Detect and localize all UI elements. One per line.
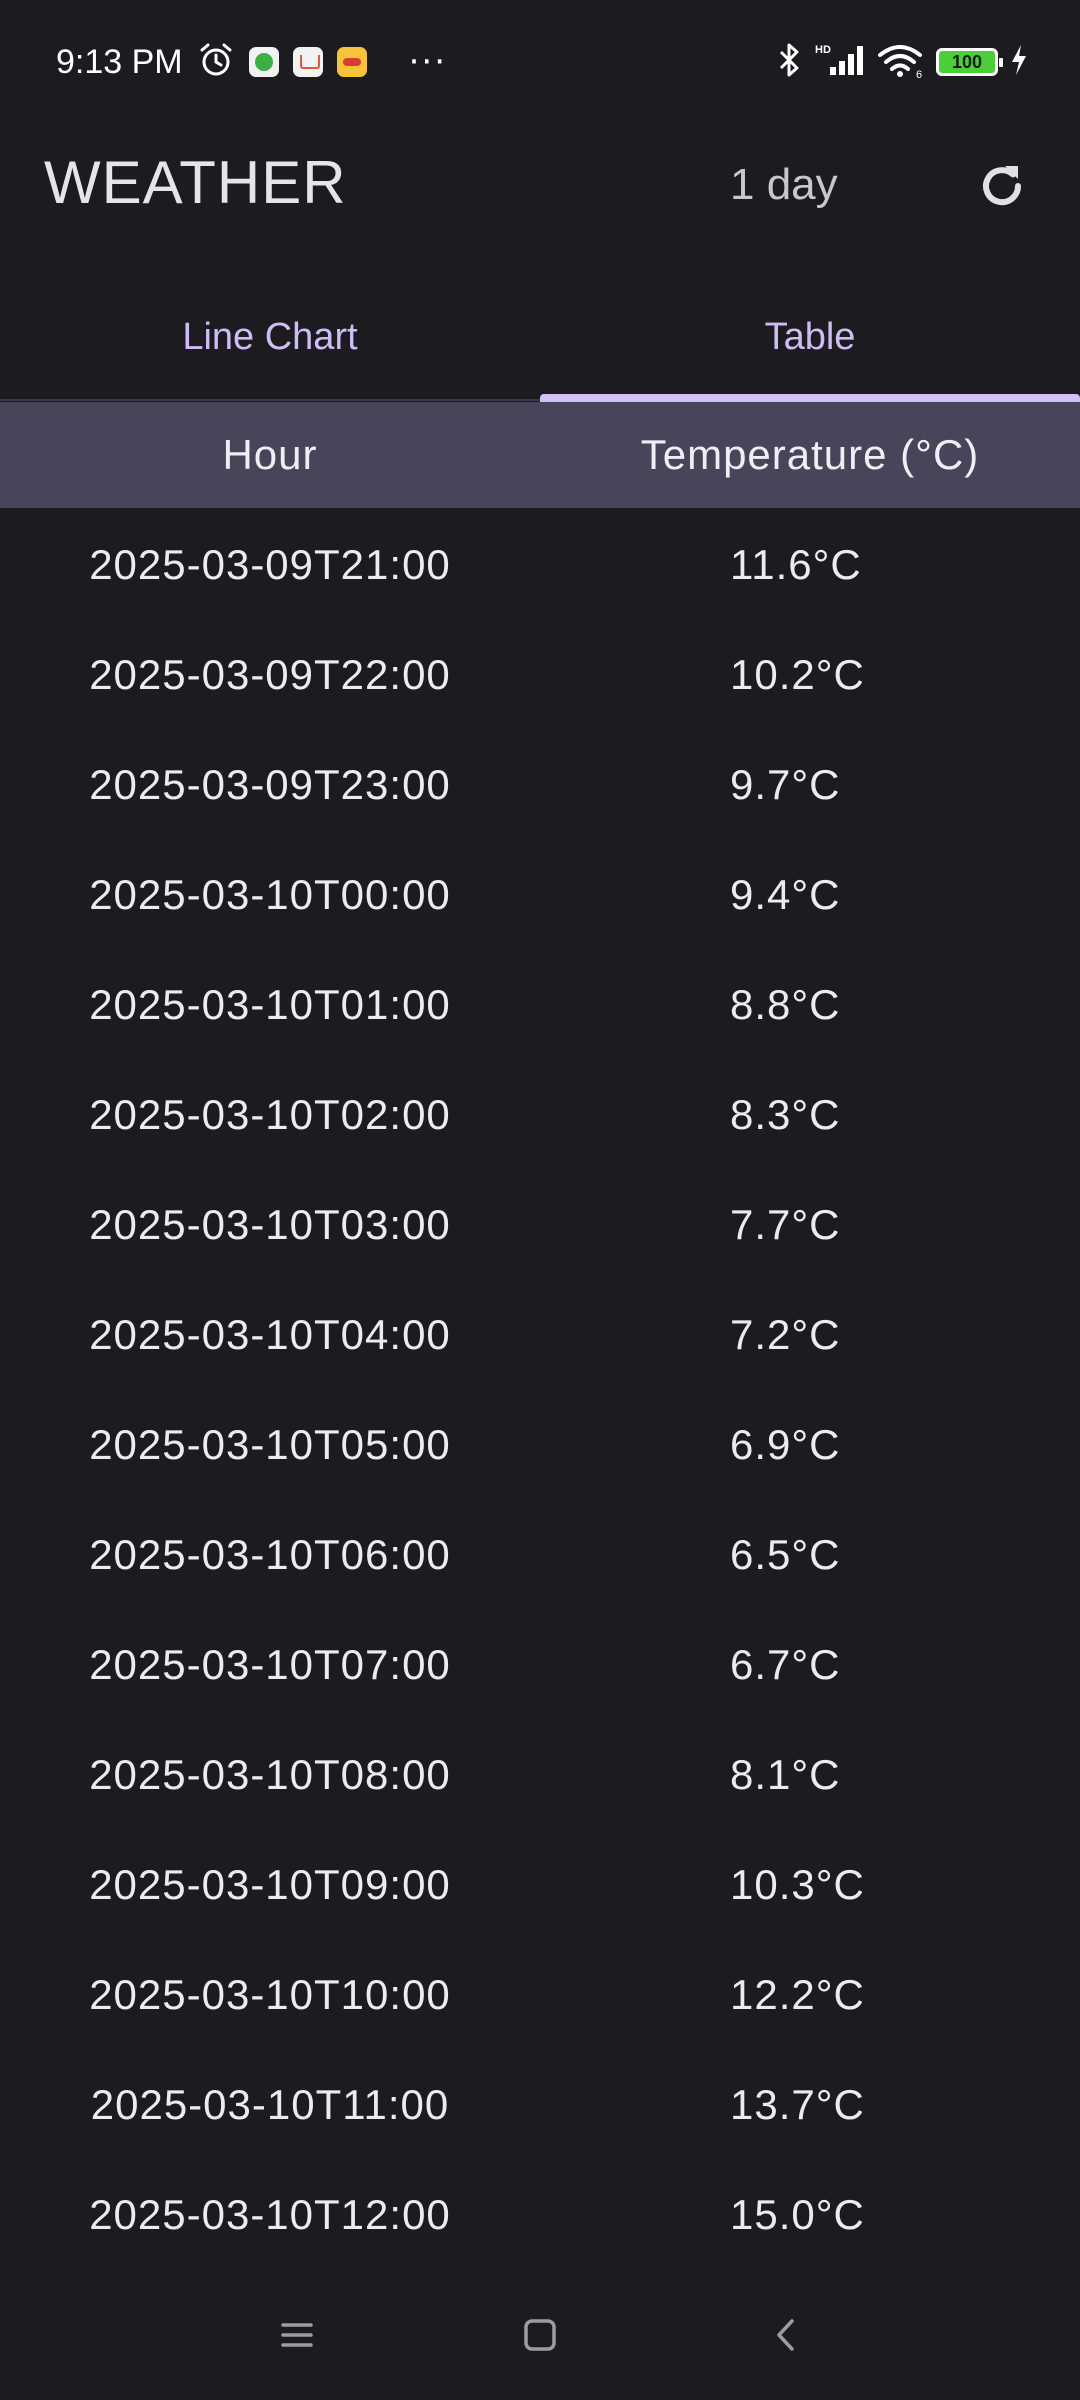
table-row: 2025-03-10T03:00 7.7°C <box>0 1170 1080 1280</box>
table-row: 2025-03-10T07:00 6.7°C <box>0 1610 1080 1720</box>
charging-icon <box>1008 43 1030 81</box>
hour-cell: 2025-03-10T12:00 <box>89 2191 451 2238</box>
notification-app-green-icon <box>248 47 279 77</box>
temperature-cell: 8.3°C <box>730 1091 841 1138</box>
temperature-cell: 15.0°C <box>730 2191 865 2238</box>
table-row: 2025-03-10T12:00 15.0°C <box>0 2160 1080 2270</box>
back-icon <box>777 2319 794 2351</box>
hour-cell: 2025-03-10T07:00 <box>89 1641 451 1688</box>
temperature-cell: 6.9°C <box>730 1421 841 1468</box>
notification-shopping-icon <box>292 47 323 77</box>
temperature-cell: 11.6°C <box>730 541 862 588</box>
range-select[interactable]: 1 day <box>730 160 838 209</box>
notification-food-icon <box>336 47 367 77</box>
hour-cell: 2025-03-10T01:00 <box>89 981 451 1028</box>
table-row: 2025-03-09T22:00 10.2°C <box>0 620 1080 730</box>
table-row: 2025-03-10T01:00 8.8°C <box>0 950 1080 1060</box>
temperature-cell: 12.2°C <box>730 1971 865 2018</box>
wifi-icon: 6 <box>876 41 926 83</box>
temperature-cell: 7.2°C <box>730 1311 841 1358</box>
refresh-button[interactable] <box>972 156 1032 216</box>
table-row: 2025-03-10T09:00 10.3°C <box>0 1830 1080 1940</box>
status-bar-left: 9:13 PM ··· <box>56 41 447 83</box>
hour-cell: 2025-03-10T10:00 <box>89 1971 451 2018</box>
tab-selected-indicator <box>540 394 1080 402</box>
hour-cell: 2025-03-09T23:00 <box>89 761 451 808</box>
temperature-cell: 8.1°C <box>730 1751 841 1798</box>
hour-cell: 2025-03-10T00:00 <box>89 871 451 918</box>
menu-icon <box>281 2323 313 2347</box>
alarm-icon <box>197 41 235 83</box>
temperature-cell: 7.7°C <box>730 1201 841 1248</box>
temperature-cell: 9.4°C <box>730 871 841 918</box>
app-bar: WEATHER 1 day <box>0 124 1080 248</box>
hour-cell: 2025-03-10T06:00 <box>89 1531 451 1578</box>
menu-button[interactable] <box>272 2310 322 2360</box>
app-title: WEATHER <box>44 149 347 216</box>
table-row: 2025-03-10T04:00 7.2°C <box>0 1280 1080 1390</box>
column-header-hour: Hour <box>222 431 318 478</box>
hour-cell: 2025-03-09T21:00 <box>89 541 451 588</box>
table-row: 2025-03-10T00:00 9.4°C <box>0 840 1080 950</box>
view-tabs: Line Chart Table <box>0 270 1080 404</box>
svg-text:HD: HD <box>815 44 831 56</box>
refresh-icon <box>983 166 1022 206</box>
table-row: 2025-03-10T08:00 8.1°C <box>0 1720 1080 1830</box>
status-bar-right: HD 6 100 <box>774 41 1030 83</box>
tab-table[interactable]: Table <box>764 315 856 358</box>
status-bar: 9:13 PM ··· HD <box>0 0 1080 124</box>
tab-line-chart[interactable]: Line Chart <box>182 315 358 358</box>
svg-text:6: 6 <box>916 69 922 79</box>
hour-cell: 2025-03-10T02:00 <box>89 1091 451 1138</box>
table-row: 2025-03-10T02:00 8.3°C <box>0 1060 1080 1170</box>
table-row: 2025-03-10T11:00 13.7°C <box>0 2050 1080 2160</box>
battery-icon: 100 <box>936 48 1003 76</box>
system-nav-bar <box>0 2280 1080 2390</box>
hour-cell: 2025-03-10T11:00 <box>90 2081 450 2128</box>
hour-cell: 2025-03-10T09:00 <box>89 1861 451 1908</box>
table-row: 2025-03-10T05:00 6.9°C <box>0 1390 1080 1500</box>
column-header-temperature: Temperature (°C) <box>640 431 980 478</box>
table-header: Hour Temperature (°C) <box>0 402 1080 508</box>
home-icon <box>524 2319 556 2351</box>
table-row: 2025-03-09T23:00 9.7°C <box>0 730 1080 840</box>
table-row: 2025-03-09T21:00 11.6°C <box>0 510 1080 620</box>
hd-signal-icon: HD <box>814 41 866 83</box>
hour-cell: 2025-03-09T22:00 <box>89 651 451 698</box>
table-row: 2025-03-10T10:00 12.2°C <box>0 1940 1080 2050</box>
table-body: 2025-03-09T21:00 11.6°C 2025-03-09T22:00 1… <box>0 510 1080 2270</box>
temperature-cell: 9.7°C <box>730 761 841 808</box>
temperature-cell: 8.8°C <box>730 981 841 1028</box>
hour-cell: 2025-03-10T05:00 <box>89 1421 451 1468</box>
temperature-cell: 6.7°C <box>730 1641 841 1688</box>
back-button[interactable] <box>762 2310 812 2360</box>
hour-cell: 2025-03-10T08:00 <box>89 1751 451 1798</box>
battery-level: 100 <box>951 51 983 72</box>
temperature-cell: 6.5°C <box>730 1531 841 1578</box>
bluetooth-icon <box>774 41 804 83</box>
temperature-cell: 10.3°C <box>730 1861 865 1908</box>
hour-cell: 2025-03-10T04:00 <box>89 1311 451 1358</box>
hour-cell: 2025-03-10T03:00 <box>89 1201 451 1248</box>
home-button[interactable] <box>515 2310 565 2360</box>
temperature-cell: 13.7°C <box>730 2081 865 2128</box>
table-row: 2025-03-10T06:00 6.5°C <box>0 1500 1080 1610</box>
temperature-cell: 10.2°C <box>730 651 865 698</box>
status-time: 9:13 PM <box>56 42 183 81</box>
more-notifications-icon: ··· <box>408 42 448 82</box>
